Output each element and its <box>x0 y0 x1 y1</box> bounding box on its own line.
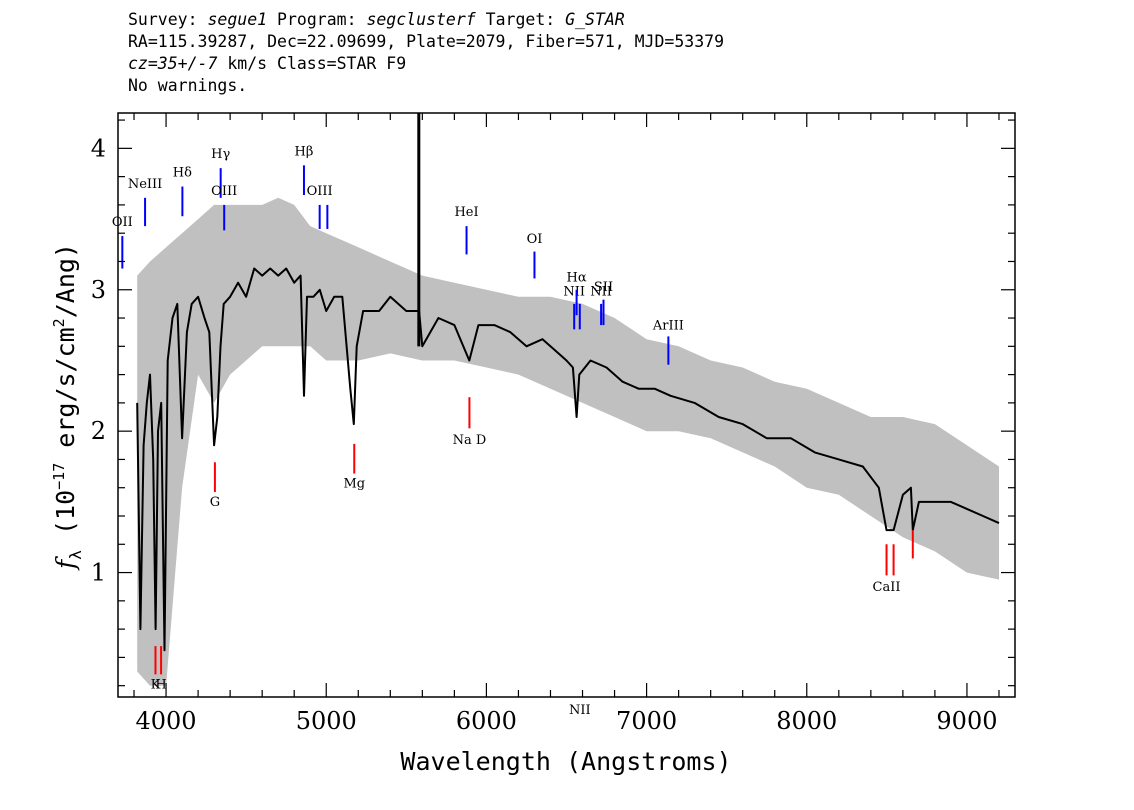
emission-line-label: Hδ <box>173 166 192 181</box>
x-tick-label: 6000 <box>456 707 517 735</box>
x-tick-label: 5000 <box>296 707 357 735</box>
absorption-line-label: Mg <box>343 477 365 492</box>
emission-line-label: OII <box>112 215 133 230</box>
emission-line-label: NII <box>563 284 585 299</box>
target-prefix: Target: <box>475 10 566 29</box>
emission-line-label: ArIII <box>652 318 684 333</box>
y-axis-text-1: (10 <box>51 490 80 550</box>
program-value: segclusterf <box>366 10 476 29</box>
survey-value: segue1 <box>207 10 268 29</box>
absorption-line-label: H <box>155 678 166 693</box>
y-axis-symbol: f <box>51 556 80 571</box>
y-tick-label: 1 <box>91 559 106 587</box>
header-line-coordinates: RA=115.39287, Dec=22.09699, Plate=2079, … <box>128 32 725 51</box>
emission-line-label: HeI <box>454 205 478 220</box>
emission-line-label: OI <box>527 232 543 247</box>
y-axis-exponent: −17 <box>50 463 68 490</box>
absorption-line-label: CaII <box>873 580 901 595</box>
flux-series-line <box>136 267 1000 652</box>
emission-line-label: NII <box>569 703 591 718</box>
emission-line-label: NII <box>590 284 612 299</box>
target-value: G_STAR <box>565 10 625 29</box>
spectrum-header: Survey: segue1 Program: segclusterf Targ… <box>128 9 724 97</box>
y-tick-label: 4 <box>91 134 106 162</box>
emission-line-label: Hα <box>567 270 587 285</box>
error-band <box>137 197 999 686</box>
header-line-warnings: No warnings. <box>128 76 248 95</box>
class-text: km/s Class=STAR F9 <box>217 54 407 73</box>
emission-line-label: OIII <box>211 184 237 199</box>
plot-frame <box>117 112 1016 698</box>
header-line-redshift: cz=35+/-7 km/s Class=STAR F9 <box>128 53 724 75</box>
survey-prefix: Survey: <box>128 10 208 29</box>
emission-line-label: OIII <box>307 184 333 199</box>
y-axis-text-2: erg/s/cm <box>51 327 80 462</box>
x-axis-title: Wavelength (Angstroms) <box>400 747 731 776</box>
x-tick-label: 9000 <box>936 707 997 735</box>
emission-line-label: Hγ <box>211 147 230 162</box>
y-axis-text-3: /Ang) <box>51 243 80 318</box>
header-line-survey: Survey: segue1 Program: segclusterf Targ… <box>128 9 724 31</box>
x-tick-label: 4000 <box>136 707 197 735</box>
emission-line-label: SII <box>594 280 613 295</box>
y-tick-label: 3 <box>91 276 106 304</box>
emission-line-label: NeIII <box>128 177 162 192</box>
x-tick-label: 8000 <box>776 707 837 735</box>
y-axis-subscript: λ <box>66 550 85 560</box>
program-prefix: Program: <box>267 10 367 29</box>
absorption-line-label: K <box>151 678 161 693</box>
y-tick-label: 2 <box>91 417 106 445</box>
x-tick-label: 7000 <box>616 707 677 735</box>
axis-ticks: 4000 5000 6000 7000 8000 9000 1 2 3 4 <box>91 113 1015 735</box>
absorption-line-label: Na D <box>453 433 487 448</box>
line-markers: OIINeIIIHδHγOIIIHβOIIIHeIOINIIHαNIINIISI… <box>112 144 914 718</box>
redshift-value: cz=35+/-7 <box>128 54 218 73</box>
y-axis-title: fλ (10−17 erg/s/cm2/Ang) <box>50 243 85 571</box>
plot-area <box>136 113 1000 686</box>
absorption-line-label: G <box>210 495 220 510</box>
emission-line-label: Hβ <box>295 144 314 159</box>
y-axis-exponent-2: 2 <box>50 318 68 327</box>
